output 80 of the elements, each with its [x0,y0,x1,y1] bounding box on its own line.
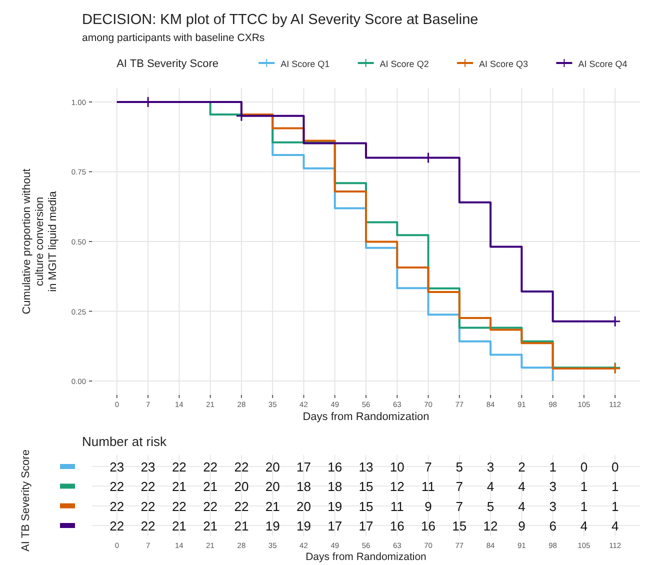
data-label: 22 [110,479,124,494]
chart-title: Number at risk [82,434,168,449]
data-label: 1 [611,498,619,514]
data-label: 18 [296,479,311,494]
data-label: 12 [390,479,404,494]
data-label: 18 [328,479,342,494]
data-label: 22 [203,460,218,474]
y-axis-title: AI TB Severity Score [20,450,32,552]
data-label: 10 [390,460,404,474]
data-label: 4 [518,479,526,494]
data-label: 19 [265,518,280,534]
data-label: 13 [358,460,374,474]
data-label: 23 [140,460,156,474]
chart-subtitle: among participants with baseline CXRs [82,32,265,44]
data-label: 9 [518,518,526,534]
data-label: 22 [203,498,218,514]
data-label: 21 [203,518,218,534]
data-label: 21 [203,479,218,494]
data-label: 16 [390,518,404,534]
data-label: 15 [452,518,467,534]
data-label: 3 [486,460,494,474]
data-label: 5 [456,460,464,474]
data-label: 16 [328,460,342,474]
data-label: 1 [580,479,588,494]
data-label: 11 [390,498,404,514]
chart-title: DECISION: KM plot of TTCC by AI Severity Score at Baseline [82,12,478,28]
data-label: 22 [110,518,124,534]
data-label: 15 [358,498,374,514]
y-axis-title: Cumulative proportion without culture conversion in MGIT liquid media [21,168,59,314]
data-label: 22 [172,498,186,514]
data-label: 5 [486,498,494,514]
data-label: 4 [580,518,588,534]
legend-label: AI Score Q3 [479,59,528,69]
data-label: 3 [549,479,556,494]
data-label: 20 [296,498,311,514]
data-label: 11 [422,479,436,494]
data-label: 22 [140,498,156,514]
data-label: 4 [518,498,526,514]
data-label: 17 [358,518,374,534]
data-label: 22 [140,479,156,494]
data-label: 21 [265,498,280,514]
data-label: 3 [549,498,556,514]
data-label: 0 [580,460,588,474]
data-label: 4 [486,479,494,494]
x-axis-title: Days from Randomization [306,551,427,563]
data-label: 22 [172,460,186,474]
data-label: 2 [518,460,526,474]
data-label: 20 [234,479,249,494]
data-label: 19 [328,498,342,514]
x-axis-title: Days from Randomization [302,411,430,423]
data-label: 19 [296,518,311,534]
data-label: 4 [611,518,619,534]
data-label: 15 [358,479,374,494]
legend-title: AI TB Severity Score [116,58,218,70]
data-label: 20 [265,460,280,474]
data-label: 7 [456,498,464,514]
data-label: 23 [110,460,124,474]
data-label: 21 [234,518,249,534]
data-label: 7 [424,460,432,474]
data-label: 9 [424,498,432,514]
data-label: 12 [483,518,498,534]
data-label: 22 [110,498,124,514]
legend-label: AI Score Q4 [578,59,628,69]
data-label: 17 [296,460,311,474]
data-label: 0 [611,460,619,474]
data-label: 21 [172,479,186,494]
data-label: 1 [549,460,556,474]
data-label: 16 [421,518,436,534]
data-label: 22 [234,460,249,474]
data-label: 20 [265,479,280,494]
data-label: 6 [549,518,556,534]
data-label: 22 [140,518,156,534]
legend-label: AI Score Q2 [380,59,429,69]
data-label: 17 [328,518,342,534]
data-label: 21 [172,518,186,534]
data-label: 7 [456,479,464,494]
data-label: 22 [234,498,249,514]
data-label: 1 [580,498,588,514]
legend-label: AI Score Q1 [280,59,330,69]
data-label: 1 [611,479,619,494]
